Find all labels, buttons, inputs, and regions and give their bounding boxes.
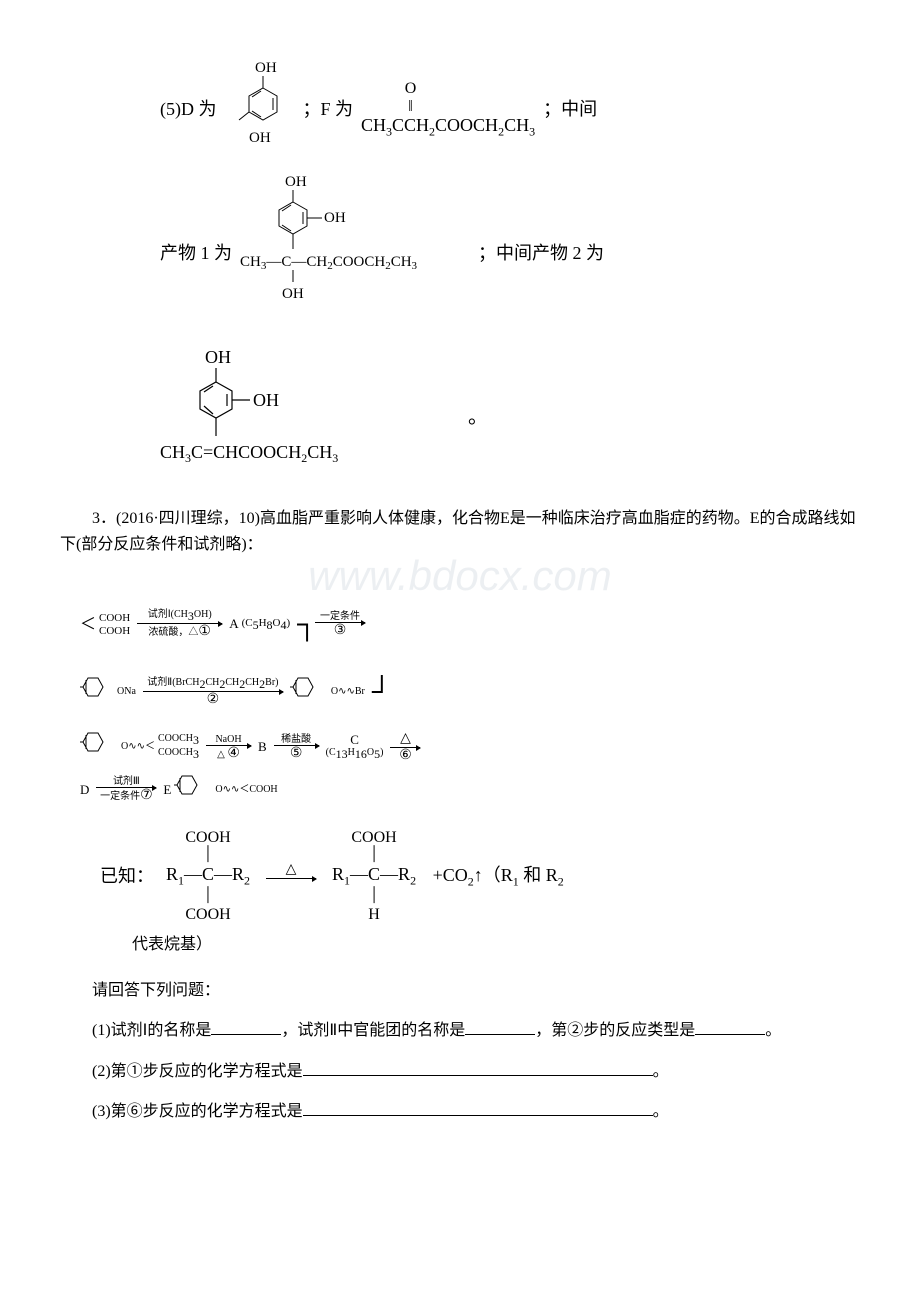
scheme-line-4: D 试剂Ⅲ 一定条件⑦ E O∿∿＜COOH [80, 772, 840, 809]
blank-reagent-1[interactable] [211, 1017, 281, 1035]
final-product-icon [174, 772, 212, 809]
ether-bromide-icon [290, 674, 328, 711]
arrow-step-2: 试剂Ⅱ(BrCH2CH2CH2CH2Br) ② [143, 677, 283, 708]
q1-part-d: 。 [765, 1022, 781, 1039]
blank-reaction-type[interactable] [695, 1017, 765, 1035]
reaction-scheme: ＜ COOHCOOH 试剂Ⅰ(CH3OH) 浓硫酸，△① A (C5H8O4) … [80, 594, 840, 808]
arrow-step-4: NaOH △ ④ [206, 734, 251, 761]
answer-5-line-3: OH OH CH3C=CHCOOCH2CH3 。 [160, 348, 860, 487]
structure-product-2: OH OH CH3C=CHCOOCH2CH3 [160, 348, 420, 487]
arrow-step-6: △ ⑥ [390, 731, 420, 763]
blank-equation-6[interactable] [303, 1098, 653, 1116]
question-prompt: 请回答下列问题： [60, 978, 860, 1004]
answer-5-prefix: (5)D 为 [160, 95, 217, 124]
arrow-step-5: 稀盐酸 ⑤ [274, 734, 319, 761]
answer-5-f-prefix: ；F 为 [303, 95, 354, 124]
scheme-line-1: ＜ COOHCOOH 试剂Ⅰ(CH3OH) 浓硫酸，△① A (C5H8O4) … [80, 594, 840, 656]
known-product: COOH │ R1—C—R2 │ H [332, 828, 416, 924]
diester-icon [80, 729, 118, 766]
sub-question-1: (1)试剂Ⅰ的名称是 ，试剂Ⅱ中官能团的名称是 ，第②步的反应类型是 。 [60, 1017, 860, 1044]
known-plus-co2: +CO2↑（R1 和 R2 [428, 861, 564, 892]
answer-5-line-1: (5)D 为 OH OH ；F 为 O ‖ CH3CCH2COOCH2CH3 ；… [160, 60, 860, 159]
svg-text:OH: OH [249, 130, 271, 146]
svg-text:CH3C=CHCOOCH2CH3: CH3C=CHCOOCH2CH3 [160, 442, 338, 465]
answer-5-mid-suffix: ；中间 [543, 95, 597, 124]
q3-end: 。 [653, 1103, 669, 1120]
q1-part-a: (1)试剂Ⅰ的名称是 [92, 1022, 211, 1039]
phenol-sodium-icon [80, 674, 118, 711]
scheme-line-2: ONa 试剂Ⅱ(BrCH2CH2CH2CH2Br) ② O∿∿Br ┐ [80, 661, 840, 723]
svg-text:OH: OH [255, 60, 277, 76]
q1-part-b: ，试剂Ⅱ中官能团的名称是 [281, 1022, 465, 1039]
scheme-line-3: O∿∿＜ COOCH3COOCH3 NaOH △ ④ B 稀盐酸 ⑤ C (C1… [80, 729, 840, 766]
svg-text:CH3—C—CH2COOCH2CH3: CH3—C—CH2COOCH2CH3 [240, 254, 418, 272]
sub-question-3: (3)第⑥步反应的化学方程式是 。 [60, 1098, 860, 1125]
period: 。 [468, 401, 488, 433]
arrow-step-7: 试剂Ⅲ 一定条件⑦ [96, 776, 156, 803]
q1-part-c: ，第②步的反应类型是 [535, 1022, 695, 1039]
q3-label: (3)第⑥步反应的化学方程式是 [92, 1103, 303, 1120]
structure-f: O ‖ CH3CCH2COOCH2CH3 [361, 80, 535, 138]
known-arrow: △ [266, 862, 316, 889]
structure-product-1: OH OH CH3—C—CH2COOCH2CH3 OH [240, 174, 470, 333]
svg-text:OH: OH [285, 174, 307, 190]
step-3-arrow: 一定条件 ③ [315, 611, 365, 638]
known-reactant: COOH │ R1—C—R2 │ COOH [166, 828, 250, 924]
svg-text:OH: OH [324, 210, 346, 226]
svg-text:OH: OH [253, 390, 279, 410]
sub-question-2: (2)第①步反应的化学方程式是 。 [60, 1058, 860, 1085]
known-prefix: 已知： [100, 862, 154, 891]
blank-equation-1[interactable] [303, 1058, 653, 1076]
blank-functional-group[interactable] [465, 1017, 535, 1035]
product-1-suffix: ；中间产物 2 为 [478, 239, 604, 268]
answer-5-block: (5)D 为 OH OH ；F 为 O ‖ CH3CCH2COOCH2CH3 ；… [160, 60, 860, 486]
known-suffix: 代表烷基） [100, 932, 820, 958]
svg-text:OH: OH [282, 286, 304, 302]
question-3-header: 3．(2016·四川理综，10)高血脂严重影响人体健康，化合物E是一种临床治疗高… [60, 506, 860, 557]
product-1-prefix: 产物 1 为 [160, 239, 232, 268]
q2-label: (2)第①步反应的化学方程式是 [92, 1063, 303, 1080]
structure-d-resorcinol: OH OH [225, 60, 295, 159]
q2-end: 。 [653, 1063, 669, 1080]
arrow-step-1: 试剂Ⅰ(CH3OH) 浓硫酸，△① [137, 609, 222, 640]
known-reaction: 已知： COOH │ R1—C—R2 │ COOH △ COOH │ R1—C—… [100, 828, 820, 958]
answer-5-line-2: 产物 1 为 OH OH CH3—C—CH2COOCH2CH3 OH ；中间产物… [160, 174, 860, 333]
svg-text:OH: OH [205, 348, 231, 367]
